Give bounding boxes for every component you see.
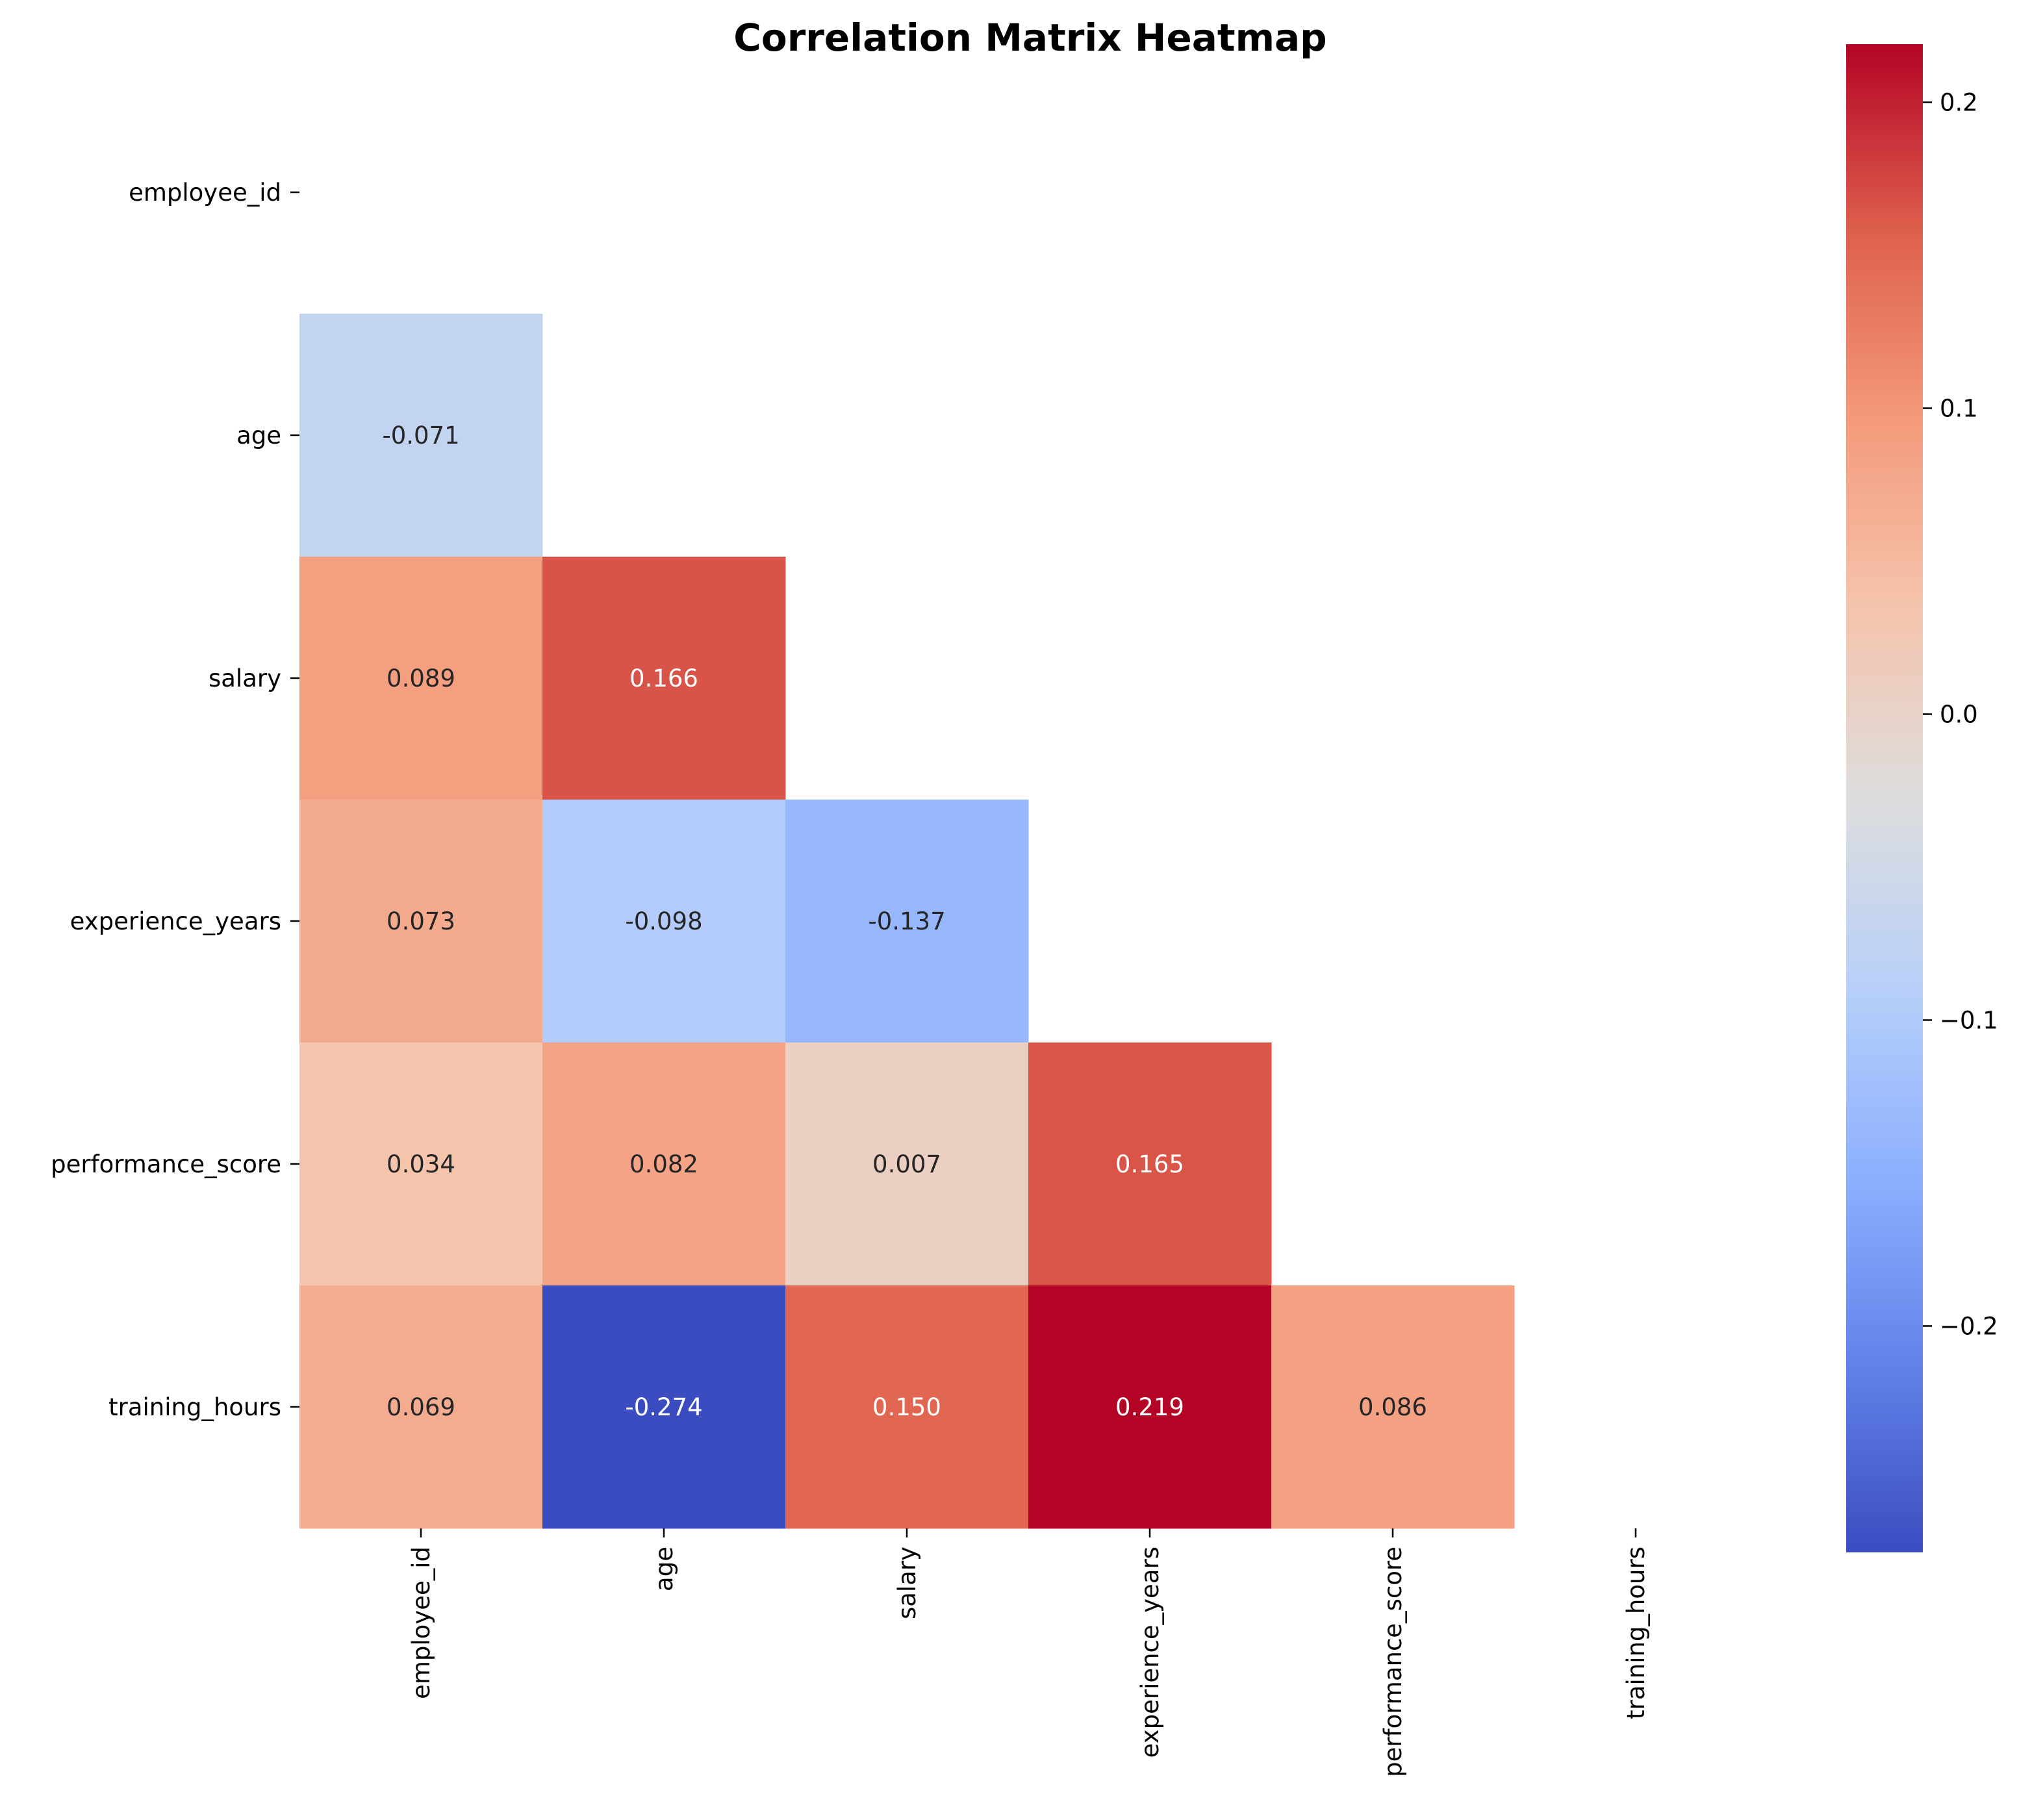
- heatmap-cell: [1271, 1285, 1515, 1529]
- cell-value-label: -0.274: [625, 1393, 702, 1421]
- colorbar-tick-label: 0.0: [1940, 700, 1978, 728]
- heatmap-cell: [299, 1043, 543, 1286]
- cell-value-label: 0.150: [872, 1393, 941, 1421]
- y-tick-label: salary: [209, 664, 281, 692]
- cell-value-label: 0.086: [1358, 1393, 1427, 1421]
- cell-value-label: 0.089: [387, 664, 455, 692]
- x-tick-label: age: [650, 1547, 678, 1591]
- heatmap-cell: [542, 1285, 786, 1529]
- heatmap-cell: [785, 800, 1029, 1043]
- x-tick-label: performance_score: [1379, 1547, 1407, 1777]
- heatmap-cells: -0.071 0.089 0.166 0.073 -0.098 -0.137 0.034 0.…: [299, 314, 1515, 1529]
- cell-value-label: 0.069: [387, 1393, 455, 1421]
- y-tick-label: experience_years: [70, 907, 281, 935]
- cell-value-label: 0.007: [872, 1150, 941, 1178]
- cell-value-label: 0.165: [1115, 1150, 1184, 1178]
- cell-value-label: -0.137: [868, 907, 945, 935]
- x-tick-label: experience_years: [1136, 1547, 1164, 1758]
- colorbar-tick-label: −0.2: [1940, 1312, 1998, 1340]
- heatmap-cell: [299, 314, 543, 557]
- colorbar: 0.2 0.1 0.0 −0.1 −0.2: [1846, 44, 1998, 1552]
- x-axis-tick-labels: employee_id age salary experience_years perf…: [407, 1528, 1650, 1777]
- heatmap-cell: [542, 1043, 786, 1286]
- x-tick-label: employee_id: [407, 1547, 435, 1699]
- colorbar-tick-label: 0.1: [1940, 394, 1978, 422]
- heatmap-cell: [299, 557, 543, 800]
- cell-value-label: 0.034: [387, 1150, 455, 1178]
- colorbar-tick-label: −0.1: [1940, 1006, 1998, 1034]
- cell-value-label: -0.098: [625, 907, 702, 935]
- chart-title: Correlation Matrix Heatmap: [733, 16, 1326, 60]
- heatmap-cell: [1028, 1043, 1272, 1286]
- y-tick-label: training_hours: [108, 1393, 281, 1421]
- colorbar-tick-label: 0.2: [1940, 88, 1978, 116]
- colorbar-gradient: [1846, 44, 1923, 1552]
- x-tick-label: salary: [893, 1547, 921, 1619]
- y-tick-label: age: [236, 422, 281, 449]
- cell-value-label: 0.166: [629, 664, 698, 692]
- heatmap-cell: [299, 1285, 543, 1529]
- heatmap-cell: [542, 800, 786, 1043]
- y-tick-label: employee_id: [129, 179, 281, 207]
- x-tick-label: training_hours: [1622, 1547, 1650, 1719]
- heatmap-cell: [299, 800, 543, 1043]
- cell-value-label: 0.082: [629, 1150, 698, 1178]
- cell-value-label: 0.073: [387, 907, 455, 935]
- cell-value-label: -0.071: [382, 422, 459, 449]
- cell-value-label: 0.219: [1115, 1393, 1184, 1421]
- heatmap-cell: [1028, 1285, 1272, 1529]
- heatmap-cell: [542, 557, 786, 800]
- heatmap-cell: [785, 1285, 1029, 1529]
- heatmap-cell: [785, 1043, 1029, 1286]
- y-tick-label: performance_score: [51, 1150, 281, 1178]
